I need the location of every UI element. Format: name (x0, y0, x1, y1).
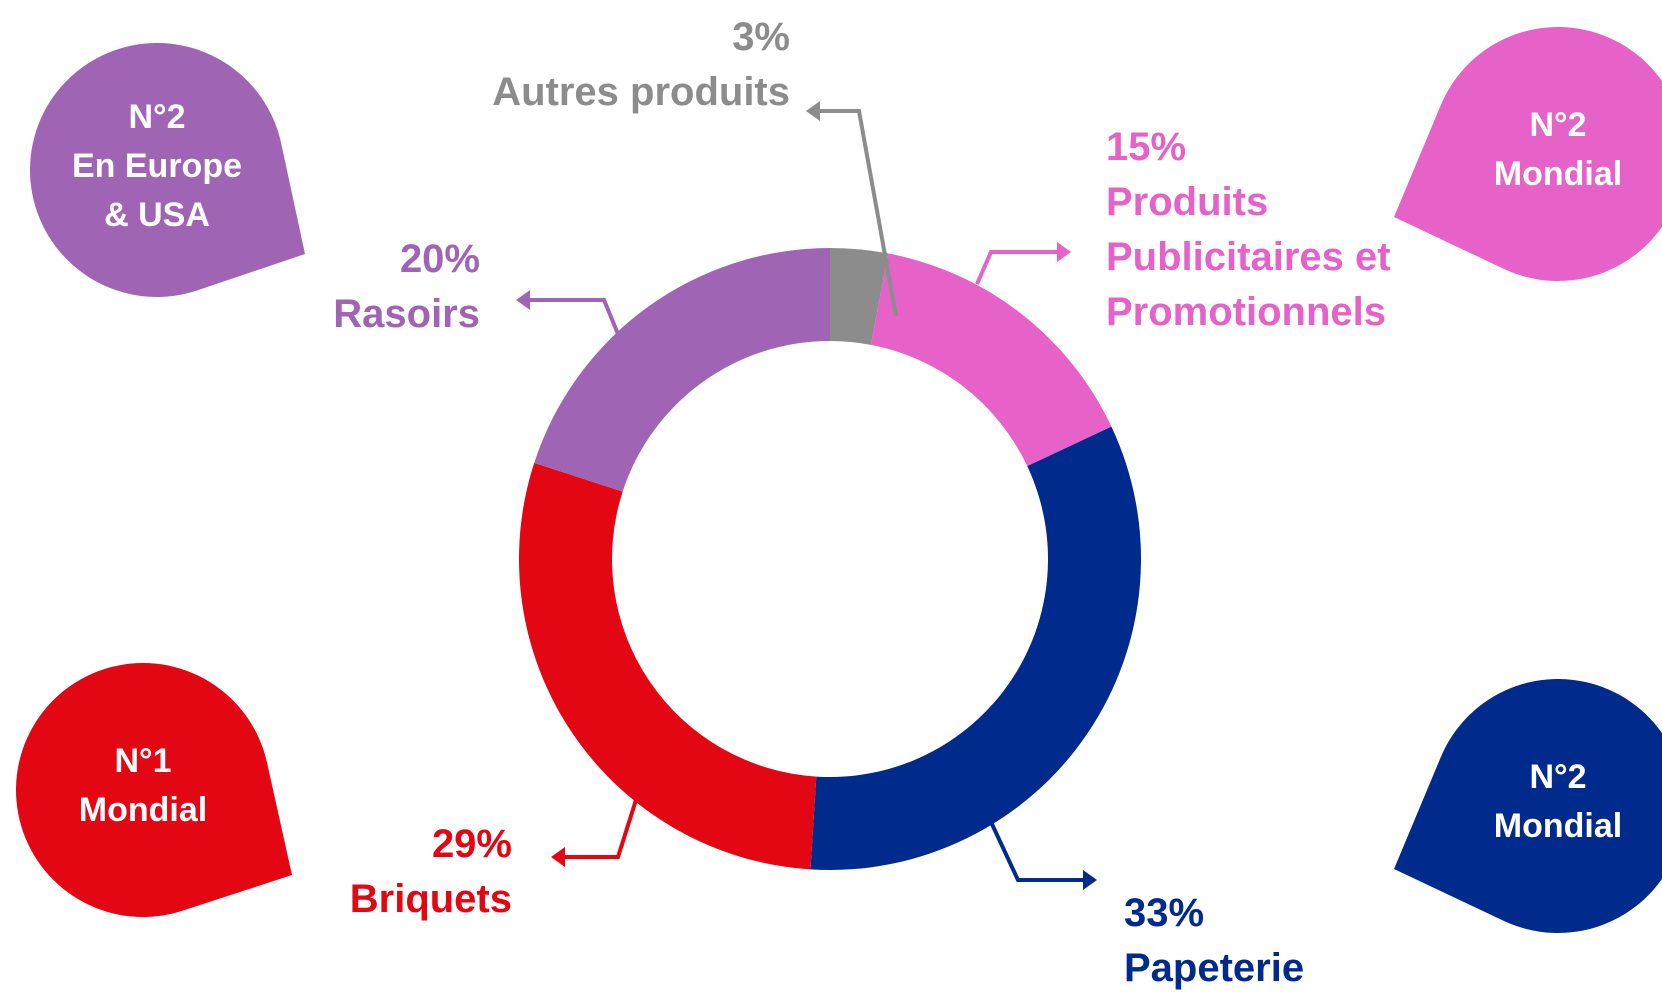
arrow-head (1083, 870, 1097, 890)
value-label: 29% (431, 822, 512, 866)
badge: N°2 Mondial (1438, 101, 1662, 199)
badge: N°2 En Europe & USA (37, 93, 277, 240)
badge-text: & USA (104, 195, 210, 234)
arrow-head (516, 290, 530, 310)
value-label: 3% (732, 15, 790, 59)
badge-text: N°2 (128, 97, 186, 136)
donut-segment (519, 462, 817, 870)
badge-shape (1394, 678, 1662, 933)
donut-segment (830, 248, 889, 345)
arrow-head (1057, 242, 1071, 262)
leader-line (565, 799, 638, 859)
badge-text: Mondial (78, 791, 208, 829)
badge-shape (29, 43, 305, 297)
badge: N°1 Mondial (23, 737, 263, 835)
segment-label: 20% Rasoirs (333, 232, 480, 342)
segment-label: 33% Papeterie (1124, 886, 1304, 996)
donut-segment (810, 426, 1141, 870)
badge-text: N°2 (1529, 758, 1587, 796)
value-label: 15% (1106, 125, 1187, 169)
segment-label: 15% Produits Publicitaires et Promotionne… (1106, 120, 1486, 340)
leader-line (820, 109, 898, 317)
arrow-head (806, 101, 820, 121)
value-label: 20% (399, 237, 480, 281)
category-label: Autres produits (492, 70, 790, 114)
badge-text: N°1 (114, 742, 172, 780)
badge-text: En Europe (71, 146, 243, 185)
badge-shape (15, 663, 293, 918)
leader-line (975, 250, 1057, 285)
badge-text: Mondial (1493, 155, 1623, 193)
segment-label: 3% Autres produits (492, 10, 790, 120)
donut-segment (534, 248, 830, 492)
category-label: Briquets (349, 877, 512, 921)
segment-label: 29% Briquets (350, 817, 512, 927)
category-label: Papeterie (1124, 946, 1305, 990)
badge-text: Mondial (1493, 807, 1623, 845)
arrow-head (551, 847, 565, 867)
category-label: Produits Publicitaires et Promotionnels (1106, 180, 1391, 334)
badge: N°2 Mondial (1438, 753, 1662, 851)
leader-line (530, 298, 620, 335)
category-label: Rasoirs (333, 292, 480, 336)
donut-segment (870, 253, 1112, 467)
value-label: 33% (1124, 891, 1205, 935)
badge-text: N°2 (1529, 106, 1587, 144)
badge-shape (1394, 26, 1662, 281)
leader-line (989, 821, 1083, 882)
